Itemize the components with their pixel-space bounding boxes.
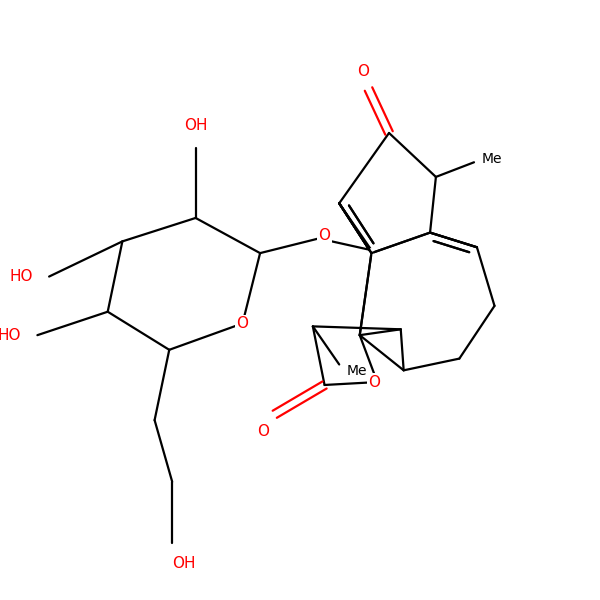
Text: OH: OH	[172, 556, 196, 571]
Text: HO: HO	[9, 269, 33, 284]
Text: O: O	[319, 228, 331, 243]
Text: O: O	[257, 424, 269, 439]
Text: OH: OH	[184, 118, 208, 133]
Text: O: O	[368, 374, 380, 389]
Text: HO: HO	[0, 328, 21, 343]
Text: O: O	[356, 64, 368, 79]
Text: O: O	[236, 316, 248, 331]
Text: Me: Me	[347, 364, 367, 379]
Text: Me: Me	[481, 152, 502, 166]
